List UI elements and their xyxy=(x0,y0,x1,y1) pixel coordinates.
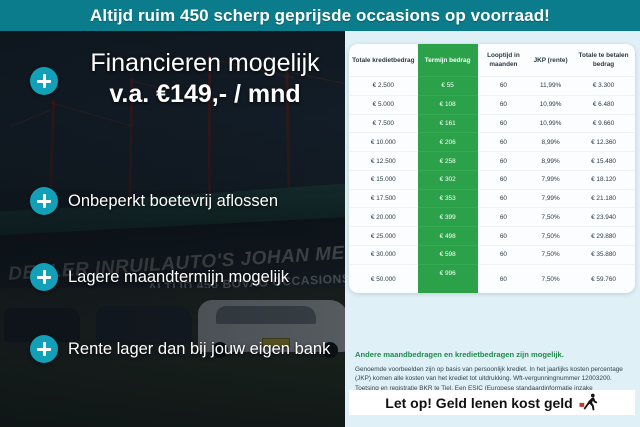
column-header-looptijd: Looptijd in maanden xyxy=(487,52,520,68)
column-header-termijn: Termijn bedrag xyxy=(417,44,478,77)
cell-looptijd: 60 xyxy=(477,226,530,246)
cell-looptijd: 60 xyxy=(477,76,530,96)
cell-termijn: € 399 xyxy=(417,207,478,227)
cell-jkp: 11,99% xyxy=(529,76,573,96)
column-header-krediet: Totale kredietbedrag xyxy=(352,56,415,64)
table-row: € 50.000 € 996 60 7,50% € 59.760 xyxy=(349,263,635,294)
table-row: € 5.000 € 108 60 10,99% € 6.480 xyxy=(349,94,635,115)
cell-termijn: € 353 xyxy=(417,188,478,208)
promo-headline-line1: Financieren mogelijk xyxy=(90,49,320,77)
cell-jkp: 8,99% xyxy=(529,132,573,152)
cell-totaal: € 21.180 xyxy=(572,188,635,208)
table-header-row: Totale kredietbedrag Termijn bedrag Loop… xyxy=(349,44,635,77)
cell-looptijd: 60 xyxy=(477,207,530,227)
table-row: € 20.000 € 399 60 7,50% € 23.940 xyxy=(349,207,635,227)
cell-termijn: € 996 xyxy=(417,263,478,294)
cell-krediet: € 10.000 xyxy=(349,132,418,152)
cell-totaal: € 9.660 xyxy=(572,113,635,133)
cell-krediet: € 25.000 xyxy=(349,226,418,246)
table-row: € 25.000 € 498 60 7,50% € 29.880 xyxy=(349,226,635,246)
column-header-jkp: JKP (rente) xyxy=(533,56,568,64)
cell-krediet: € 50.000 xyxy=(349,263,418,294)
promo-headline: Financieren mogelijk v.a. €149,- / mnd xyxy=(62,48,348,110)
cell-krediet: € 7.500 xyxy=(349,113,418,133)
running-man-icon xyxy=(579,393,598,411)
promo-bullet-1: Onbeperkt boetevrij aflossen xyxy=(30,187,278,215)
cell-krediet: € 30.000 xyxy=(349,245,418,265)
table-row: € 7.500 € 161 60 10,99% € 9.660 xyxy=(349,113,635,133)
top-banner-text: Altijd ruim 450 scherp geprijsde occasio… xyxy=(90,5,550,25)
promo-bullet-3-label: Rente lager dan bij jouw eigen bank xyxy=(68,339,331,358)
cell-looptijd: 60 xyxy=(477,263,530,294)
cell-termijn: € 258 xyxy=(417,151,478,171)
plus-icon xyxy=(30,187,58,215)
cell-krediet: € 20.000 xyxy=(349,207,418,227)
cell-looptijd: 60 xyxy=(477,169,530,190)
cell-looptijd: 60 xyxy=(477,113,530,133)
promo-headline-line2: v.a. €149,- / mnd xyxy=(109,80,301,108)
cell-krediet: € 5.000 xyxy=(349,94,418,115)
plus-icon xyxy=(30,67,58,95)
cell-totaal: € 15.480 xyxy=(572,151,635,171)
cell-looptijd: 60 xyxy=(477,132,530,152)
table-row: € 2.500 € 55 60 11,99% € 3.300 xyxy=(349,76,635,96)
cell-looptijd: 60 xyxy=(477,94,530,115)
cell-krediet: € 15.000 xyxy=(349,169,418,190)
cell-termijn: € 302 xyxy=(417,169,478,190)
cell-jkp: 7,99% xyxy=(529,169,573,190)
cell-totaal: € 3.300 xyxy=(572,76,635,96)
column-header-totaal: Totale te betalen bedrag xyxy=(578,52,629,68)
cell-jkp: 10,99% xyxy=(529,94,573,115)
cell-jkp: 10,99% xyxy=(529,113,573,133)
cell-jkp: 7,50% xyxy=(529,226,573,246)
cell-looptijd: 60 xyxy=(477,245,530,265)
cell-krediet: € 17.500 xyxy=(349,188,418,208)
cell-totaal: € 6.480 xyxy=(572,94,635,115)
table-row: € 17.500 € 353 60 7,99% € 21.180 xyxy=(349,188,635,208)
promo-bullet-1-label: Onbeperkt boetevrij aflossen xyxy=(68,191,279,210)
table-row: € 30.000 € 598 60 7,50% € 35.880 xyxy=(349,245,635,265)
cell-looptijd: 60 xyxy=(477,188,530,208)
cell-totaal: € 12.360 xyxy=(572,132,635,152)
top-banner: Altijd ruim 450 scherp geprijsde occasio… xyxy=(0,0,640,31)
promo-bullet-headline xyxy=(30,67,58,95)
cell-totaal: € 35.880 xyxy=(572,245,635,265)
cell-jkp: 7,50% xyxy=(529,207,573,227)
warning-banner: Let op! Geld lenen kost geld xyxy=(349,390,635,415)
cell-jkp: 7,99% xyxy=(529,188,573,208)
cell-jkp: 8,99% xyxy=(529,151,573,171)
disclaimer-title: Andere maandbedragen en kredietbedragen … xyxy=(355,350,564,359)
warning-text: Let op! Geld lenen kost geld xyxy=(385,394,573,411)
promo-bullet-2: Lagere maandtermijn mogelijk xyxy=(30,263,289,291)
cell-termijn: € 598 xyxy=(417,245,478,265)
cell-termijn: € 55 xyxy=(417,76,478,96)
cell-totaal: € 18.120 xyxy=(572,169,635,190)
rates-table: Totale kredietbedrag Termijn bedrag Loop… xyxy=(349,44,635,294)
rates-table-body: € 2.500 € 55 60 11,99% € 3.300 € 5.000 €… xyxy=(349,76,635,294)
table-row: € 15.000 € 302 60 7,99% € 18.120 xyxy=(349,169,635,190)
cell-krediet: € 2.500 xyxy=(349,76,418,96)
table-row: € 12.500 € 258 60 8,99% € 15.480 xyxy=(349,151,635,171)
cell-termijn: € 206 xyxy=(417,132,478,152)
cell-termijn: € 161 xyxy=(417,113,478,133)
plus-icon xyxy=(30,263,58,291)
cell-jkp: 7,50% xyxy=(529,263,573,294)
table-row: € 10.000 € 206 60 8,99% € 12.360 xyxy=(349,132,635,152)
plus-icon xyxy=(30,335,58,363)
cell-totaal: € 59.760 xyxy=(572,263,635,294)
cell-totaal: € 23.940 xyxy=(572,207,635,227)
promo-bullet-3: Rente lager dan bij jouw eigen bank xyxy=(30,335,330,363)
cell-totaal: € 29.880 xyxy=(572,226,635,246)
cell-looptijd: 60 xyxy=(477,151,530,171)
promo-column: Financieren mogelijk v.a. €149,- / mnd O… xyxy=(0,31,348,427)
finance-panel: Totale kredietbedrag Termijn bedrag Loop… xyxy=(345,31,640,427)
cell-krediet: € 12.500 xyxy=(349,151,418,171)
cell-jkp: 7,50% xyxy=(529,245,573,265)
promo-bullet-2-label: Lagere maandtermijn mogelijk xyxy=(68,267,290,286)
rates-card: Totale kredietbedrag Termijn bedrag Loop… xyxy=(349,44,635,294)
cell-termijn: € 498 xyxy=(417,226,478,246)
cell-termijn: € 108 xyxy=(417,94,478,115)
